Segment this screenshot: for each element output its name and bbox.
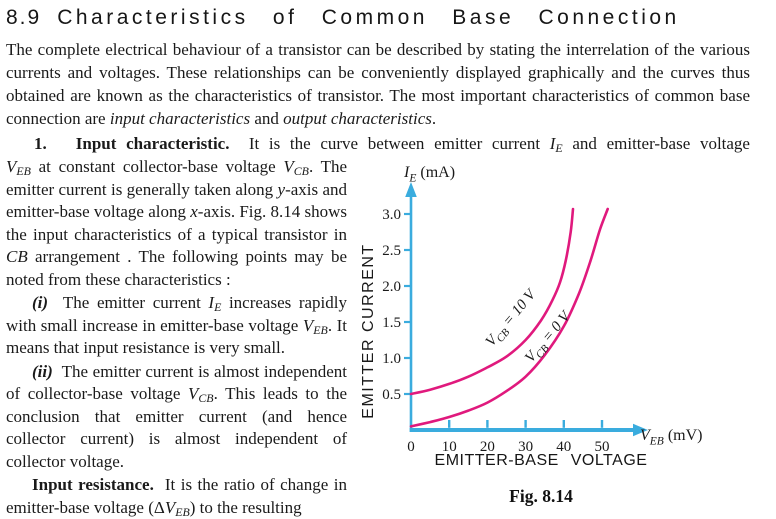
intro-paragraph: The complete electrical behaviour of a t… — [6, 40, 750, 128]
section-heading: 8.9 Characteristics of Common Base Connec… — [6, 6, 750, 30]
curve-vcb-0v — [409, 207, 609, 428]
point-i-paragraph: (i) The emitter current IE increases rap… — [6, 293, 348, 357]
svg-text:30: 30 — [518, 439, 533, 454]
y-axis-caption: EMITTER CURRENT — [360, 243, 377, 418]
svg-text:2.5: 2.5 — [382, 243, 401, 259]
svg-text:1.5: 1.5 — [382, 315, 401, 331]
input-characteristics-chart: 0 10 20 30 40 50 0.5 1.0 1.5 2.0 2.5 3.0 IE (mA) VEB … — [360, 164, 703, 454]
svg-text:50: 50 — [595, 439, 610, 454]
input-characteristic-paragraph: VEB at constant collector-base voltage V… — [6, 157, 348, 289]
curve-label-vcb-10v: VCB = 10 V — [483, 286, 543, 352]
section-number: 8.9 — [6, 6, 42, 29]
svg-text:10: 10 — [442, 439, 457, 454]
input-characteristic-lead-line: 1. Input characteristic. It is the curve… — [34, 134, 750, 156]
curve-label-vcb-0v: VCB = 0 V — [522, 308, 577, 368]
figure-8-14: 0 10 20 30 40 50 0.5 1.0 1.5 2.0 2.5 3.0 IE (mA) VEB … — [354, 158, 760, 516]
svg-text:3.0: 3.0 — [382, 207, 401, 223]
x-axis-arrow — [633, 423, 648, 437]
svg-text:1.0: 1.0 — [382, 351, 401, 367]
left-column: VEB at constant collector-base voltage V… — [6, 156, 347, 519]
svg-text:2.0: 2.0 — [382, 279, 401, 295]
y-axis-label: IE (mA) — [403, 164, 455, 185]
y-axis-arrow — [405, 182, 417, 197]
curve-vcb-10v — [409, 207, 575, 396]
svg-text:0.5: 0.5 — [382, 387, 401, 403]
figure-caption: Fig. 8.14 — [509, 486, 573, 506]
point-ii-paragraph: (ii) The emitter current is almost indep… — [6, 361, 347, 471]
section-title: Characteristics of Common Base Connectio… — [57, 6, 680, 29]
svg-text:0: 0 — [407, 439, 415, 454]
svg-text:40: 40 — [556, 439, 571, 454]
x-axis-label: VEB (mV) — [640, 427, 703, 448]
input-resistance-paragraph: Input resistance. It is the ratio of cha… — [6, 475, 347, 519]
svg-text:20: 20 — [480, 439, 495, 454]
x-axis-caption: EMITTER-BASE VOLTAGE — [434, 452, 648, 469]
